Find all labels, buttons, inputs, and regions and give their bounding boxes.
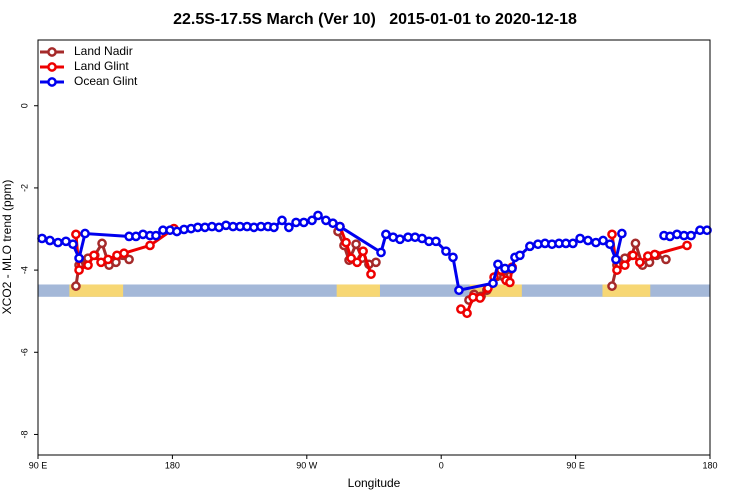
series-line	[41, 213, 708, 293]
series-point	[493, 259, 503, 270]
series-point	[74, 253, 84, 264]
y-tick-label: 0	[19, 103, 29, 108]
series-point	[358, 246, 368, 257]
series-point	[371, 257, 381, 268]
series-point	[507, 263, 517, 274]
series-point	[335, 221, 345, 232]
series-point	[454, 285, 464, 296]
series-point	[661, 254, 671, 265]
series-point	[605, 239, 615, 250]
x-axis-label: Longitude	[348, 476, 401, 490]
series-point	[620, 260, 630, 271]
series-point	[97, 238, 107, 249]
series-point	[448, 252, 458, 263]
series-point	[277, 215, 287, 226]
series	[37, 210, 712, 319]
series-point	[366, 269, 376, 280]
series-point	[612, 265, 622, 275]
series-point	[37, 233, 47, 244]
series-point	[83, 260, 93, 271]
legend-marker	[47, 62, 57, 72]
y-tick-label: -4	[19, 266, 29, 274]
series-point	[45, 235, 55, 246]
series-point	[583, 235, 593, 246]
y-tick-label: -8	[19, 430, 29, 438]
series-point	[89, 250, 99, 261]
series-point	[607, 229, 617, 240]
series-point	[568, 238, 578, 249]
series-point	[298, 217, 309, 228]
legend-marker	[47, 77, 57, 87]
legend-label: Land Nadir	[74, 44, 133, 58]
x-tick-label: 90 E	[29, 460, 48, 470]
series-point	[634, 257, 645, 268]
legend-marker	[47, 47, 57, 57]
x-tick-label: 90 E	[566, 460, 585, 470]
x-tick-label: 0	[439, 460, 444, 470]
land-band	[336, 284, 380, 297]
series-point	[80, 228, 90, 239]
series-point	[53, 237, 63, 248]
series-point	[269, 222, 279, 233]
legend-label: Ocean Glint	[74, 74, 138, 88]
series-point	[351, 239, 361, 250]
series-point	[598, 235, 608, 246]
plot-frame	[37, 39, 711, 456]
series-point	[462, 308, 472, 319]
series-point	[431, 236, 441, 247]
series-point	[352, 257, 362, 268]
series-point	[617, 228, 627, 239]
series-point	[341, 237, 351, 248]
chart-title: 22.5S-17.5S March (Ver 10) 2015-01-01 to…	[173, 11, 577, 28]
series-point	[71, 229, 81, 240]
series-point	[395, 234, 405, 245]
series-point	[71, 281, 81, 291]
series-point	[291, 217, 301, 228]
y-tick-label: -6	[19, 348, 29, 356]
series-point	[284, 222, 294, 233]
series-point	[611, 254, 621, 265]
series-point	[682, 240, 692, 251]
series-point	[475, 293, 485, 303]
x-tick-label: 90 W	[296, 460, 318, 470]
series-point	[119, 248, 129, 259]
series-point	[628, 250, 638, 261]
series-point	[124, 254, 134, 265]
series-point	[151, 230, 161, 241]
series-point	[515, 250, 525, 261]
series-point	[702, 225, 712, 236]
x-tick-label: 180	[165, 460, 180, 470]
legend-label: Land Glint	[74, 59, 129, 73]
series-point	[313, 210, 323, 221]
series-point	[68, 239, 78, 250]
land-band	[69, 284, 124, 297]
series-point	[575, 233, 585, 244]
series-point	[145, 240, 155, 251]
series-point	[649, 249, 660, 260]
x-tick-label: 180	[702, 460, 717, 470]
surface-band	[38, 284, 710, 297]
series-point	[686, 230, 696, 241]
series-point	[630, 238, 641, 249]
series-point	[376, 247, 386, 258]
series-point	[103, 254, 113, 265]
y-axis-label: XCO2 - MLO trend (ppm)	[0, 180, 14, 315]
series-point	[488, 278, 498, 289]
series-point	[607, 281, 617, 291]
series-point	[505, 277, 515, 288]
series-point	[74, 265, 84, 275]
axes: 90 E 180 90 W 0 90 E 180 0 -2 -4 -6 -8	[19, 103, 717, 470]
series-point	[525, 241, 535, 252]
y-tick-label: -2	[19, 184, 29, 192]
series-point	[441, 246, 451, 257]
series-point	[307, 215, 317, 226]
